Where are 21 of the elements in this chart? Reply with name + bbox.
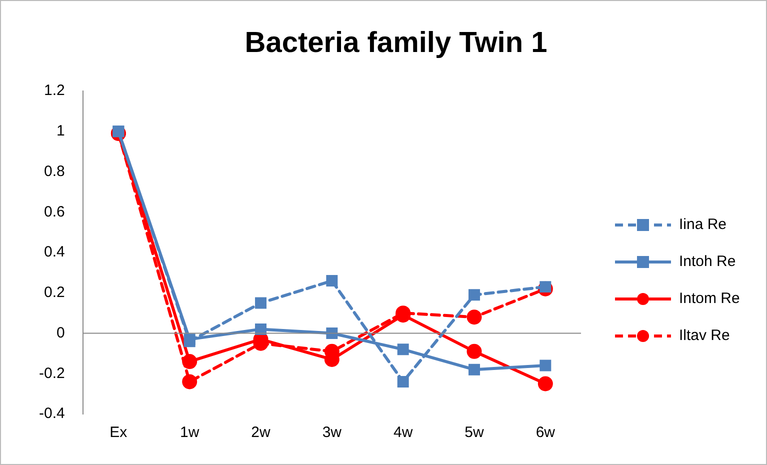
y-tick-label: 0.8 bbox=[44, 162, 65, 180]
y-tick-label: -0.4 bbox=[38, 405, 65, 422]
y-tick-label: 0.2 bbox=[44, 284, 65, 302]
y-tick-label: 0.4 bbox=[44, 244, 65, 261]
x-tick-label: 4w bbox=[393, 424, 413, 442]
y-tick-label: 0 bbox=[56, 324, 65, 342]
x-tick-label: 1w bbox=[180, 424, 200, 442]
y-tick-label: 1 bbox=[56, 122, 65, 140]
x-tick-label: 6w bbox=[536, 424, 556, 442]
y-tick-label: 0.6 bbox=[44, 203, 65, 220]
legend-label: Intom Re bbox=[679, 290, 740, 307]
legend-label: Iltav Re bbox=[679, 327, 730, 344]
x-tick-label: Ex bbox=[110, 424, 128, 442]
x-tick-label: 2w bbox=[251, 424, 271, 442]
x-tick-label: 3w bbox=[322, 424, 342, 442]
y-tick-label: -0.2 bbox=[38, 364, 65, 382]
legend-label: Intoh Re bbox=[679, 253, 736, 270]
x-tick-label: 5w bbox=[464, 424, 484, 442]
y-tick-label: 1.2 bbox=[44, 82, 65, 100]
chart-title: Bacteria family Twin 1 bbox=[244, 27, 548, 60]
legend-label: Iina Re bbox=[679, 216, 727, 233]
